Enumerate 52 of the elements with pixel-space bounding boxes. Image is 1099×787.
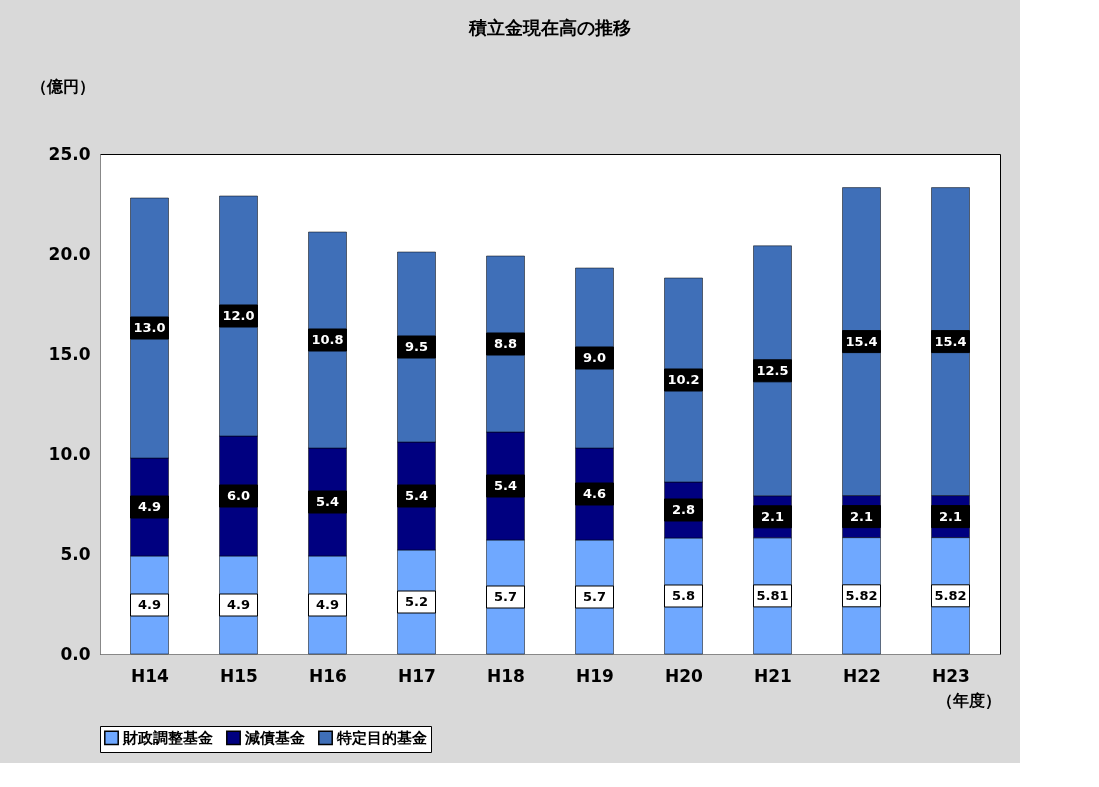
data-label: 5.2 — [404, 594, 429, 609]
x-tick-label: H22 — [843, 665, 881, 686]
y-tick-label: 15.0 — [48, 343, 91, 364]
x-tick-label: H19 — [576, 665, 614, 686]
data-label: 2.1 — [938, 508, 963, 524]
data-label: 12.0 — [222, 308, 255, 323]
data-label: 2.1 — [849, 508, 874, 524]
y-tick-label: 20.0 — [48, 243, 91, 264]
x-axis-title: （年度） — [936, 690, 1001, 710]
data-label: 2.8 — [671, 502, 696, 517]
legend-label: 減債基金 — [244, 728, 305, 747]
legend-label: 特定目的基金 — [336, 728, 427, 747]
legend-label: 財政調整基金 — [122, 728, 213, 747]
data-label: 4.9 — [137, 499, 162, 514]
data-label: 4.9 — [137, 597, 162, 612]
x-tick-label: H17 — [398, 665, 436, 686]
data-label: 5.8 — [671, 588, 696, 603]
x-tick-label: H14 — [131, 665, 170, 686]
data-label: 10.8 — [311, 332, 344, 347]
data-label: 5.4 — [404, 488, 429, 503]
data-label: 10.2 — [667, 372, 700, 387]
data-label: 2.1 — [760, 508, 785, 524]
data-label: 5.4 — [315, 494, 340, 509]
data-label: 5.82 — [934, 587, 967, 603]
y-tick-label: 25.0 — [48, 143, 91, 164]
data-label: 6.0 — [226, 488, 251, 503]
data-label: 4.9 — [226, 597, 251, 612]
data-label: 5.7 — [582, 589, 607, 604]
data-label: 8.8 — [493, 336, 518, 351]
data-label: 5.4 — [493, 478, 518, 493]
data-label: 15.4 — [934, 333, 967, 349]
x-tick-label: H23 — [932, 665, 970, 686]
x-tick-label: H16 — [309, 665, 347, 686]
data-label: 5.7 — [493, 589, 518, 604]
data-label: 5.81 — [756, 587, 789, 603]
y-axis-title: （億円） — [30, 76, 95, 96]
x-tick-label: H15 — [220, 665, 258, 686]
data-label: 4.9 — [315, 597, 340, 612]
y-tick-label: 5.0 — [60, 543, 91, 564]
chart-title: 積立金現在高の推移 — [468, 17, 631, 38]
x-tick-label: H21 — [754, 665, 792, 686]
x-tick-label: H20 — [665, 665, 704, 686]
y-tick-label: 0.0 — [60, 643, 91, 664]
data-label: 13.0 — [133, 320, 166, 335]
y-tick-label: 10.0 — [48, 443, 91, 464]
data-label: 9.0 — [582, 350, 607, 365]
data-label: 5.82 — [845, 587, 878, 603]
data-label: 15.4 — [845, 333, 878, 349]
data-label: 4.6 — [582, 486, 607, 501]
data-label: 9.5 — [404, 339, 429, 354]
x-tick-label: H18 — [487, 665, 525, 686]
data-label: 12.5 — [756, 362, 789, 378]
